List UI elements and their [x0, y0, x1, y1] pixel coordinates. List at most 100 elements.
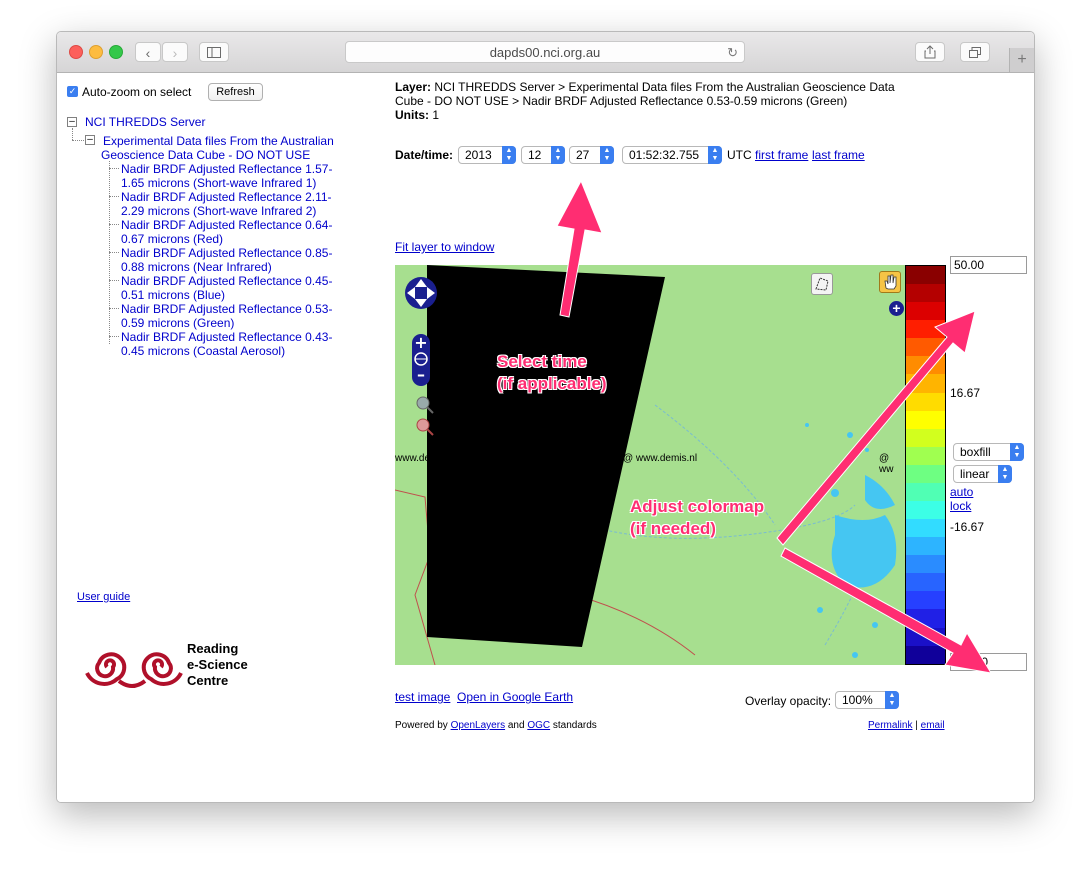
colorbar-swatch	[906, 482, 945, 502]
tree-group-line1[interactable]: Experimental Data files From the Austral…	[103, 134, 334, 148]
logo-line2: e-Science	[187, 657, 248, 672]
colorbar-swatch	[906, 356, 945, 375]
layer-label: Layer:	[395, 80, 432, 94]
ogc-link[interactable]: OGC	[527, 720, 551, 731]
scale-select[interactable]: linear ▲ ▼	[953, 465, 1012, 483]
day-value: 27	[576, 148, 590, 162]
tree-item-line2[interactable]: 0.59 microns (Green)	[121, 316, 235, 330]
time-value: 01:52:32.755	[629, 148, 700, 162]
google-earth-link[interactable]: Open in Google Earth	[457, 690, 574, 704]
autozoom-checkbox[interactable]: ✓	[67, 86, 78, 97]
units-value: 1	[432, 108, 440, 122]
draw-polygon-button[interactable]	[811, 273, 833, 295]
month-select[interactable]: 12 ▲ ▼	[521, 146, 565, 164]
separator: |	[915, 720, 918, 731]
colorbar-swatch	[906, 609, 945, 628]
zoom-history	[416, 396, 434, 436]
tree-item-line1[interactable]: Nadir BRDF Adjusted Reflectance 0.53-	[121, 302, 333, 316]
timezone-label: UTC	[727, 148, 752, 162]
openlayers-link[interactable]: OpenLayers	[450, 720, 506, 731]
pan-arrows-icon	[407, 279, 435, 307]
time-select[interactable]: 01:52:32.755 ▲ ▼	[622, 146, 722, 164]
email-link[interactable]: email	[920, 720, 945, 731]
zoom-window-button[interactable]	[109, 45, 123, 59]
tree-item-line2[interactable]: 0.88 microns (Near Infrared)	[121, 260, 272, 274]
zoom-next-icon[interactable]	[416, 418, 430, 432]
tree-group-line2[interactable]: Geoscience Data Cube - DO NOT USE	[101, 148, 311, 162]
layer-switcher-button[interactable]: +	[889, 301, 904, 316]
permalink-link[interactable]: Permalink	[868, 720, 913, 731]
palette-style-select[interactable]: boxfill ▲ ▼	[953, 443, 1024, 461]
tree-item-line2[interactable]: 1.65 microns (Short-wave Infrared 1)	[121, 176, 317, 190]
reload-icon[interactable]: ↻	[727, 45, 738, 60]
tree-item-line2[interactable]: 2.29 microns (Short-wave Infrared 2)	[121, 204, 317, 218]
annotation-text: (if needed)	[630, 519, 716, 538]
colorbar-max-input[interactable]: 50.00	[950, 256, 1027, 274]
colorbar-tick-high: 16.67	[950, 386, 981, 400]
colorbar-swatch	[906, 284, 945, 303]
annotation-adjust-colormap: Adjust colormap (if needed)	[630, 496, 764, 540]
test-image-link[interactable]: test image	[395, 690, 451, 704]
fit-layer-link[interactable]: Fit layer to window	[395, 240, 495, 254]
colorbar-swatch	[906, 627, 945, 646]
tree-item-line2[interactable]: 0.51 microns (Blue)	[121, 288, 226, 302]
opacity-select[interactable]: 100% ▲ ▼	[835, 691, 899, 709]
tabs-icon	[969, 47, 981, 58]
chevron-right-icon: ›	[172, 45, 178, 61]
tree-item-line1[interactable]: Nadir BRDF Adjusted Reflectance 0.85-	[121, 246, 333, 260]
sidebar-toggle-button[interactable]	[199, 42, 229, 62]
tabs-overview-button[interactable]	[960, 42, 990, 62]
colorbar-swatch	[906, 519, 945, 538]
updown-arrow-icon: ▲ ▼	[600, 146, 614, 164]
forward-button[interactable]: ›	[162, 42, 188, 62]
zoom-in-icon[interactable]: +	[414, 333, 427, 352]
tree-item-line2[interactable]: 0.45 microns (Coastal Aerosol)	[121, 344, 286, 358]
tree-item-line1[interactable]: Nadir BRDF Adjusted Reflectance 0.45-	[121, 274, 333, 288]
year-value: 2013	[465, 148, 492, 162]
colorbar-swatch	[906, 555, 945, 574]
pan-control[interactable]	[403, 275, 439, 325]
colorbar-swatch	[906, 501, 945, 520]
zoom-bar[interactable]: + –	[411, 333, 431, 387]
scale-value: linear	[960, 467, 990, 481]
tree-item-line1[interactable]: Nadir BRDF Adjusted Reflectance 0.64-	[121, 218, 333, 232]
data-footprint	[427, 265, 665, 647]
tree-item-line1[interactable]: Nadir BRDF Adjusted Reflectance 2.11-	[121, 190, 332, 204]
first-frame-link[interactable]: first frame	[755, 148, 809, 162]
refresh-button[interactable]: Refresh	[208, 83, 263, 101]
annotation-select-time: Select time (if applicable)	[497, 351, 607, 395]
colorbar-swatch	[906, 266, 945, 285]
palette-style-value: boxfill	[960, 445, 991, 459]
colorbar-auto-link[interactable]: auto	[950, 485, 974, 499]
map-view[interactable]: www.demis @ www.demis.nl @ ww + –	[395, 265, 905, 665]
autozoom-label: Auto-zoom on select	[82, 85, 192, 99]
new-tab-button[interactable]: +	[1009, 48, 1034, 72]
last-frame-link[interactable]: last frame	[812, 148, 865, 162]
share-button[interactable]	[915, 42, 945, 62]
tree-item-line2[interactable]: 0.67 microns (Red)	[121, 232, 224, 246]
colorbar-min-input[interactable]: -50.00	[950, 653, 1027, 671]
tree-collapse-group[interactable]: –	[85, 135, 95, 145]
url-text: dapds00.nci.org.au	[489, 45, 601, 60]
tree-collapse-root[interactable]: –	[67, 117, 77, 127]
colorbar-lock-link[interactable]: lock	[950, 499, 972, 513]
address-bar[interactable]: dapds00.nci.org.au ↻	[345, 41, 745, 63]
and-text: and	[507, 720, 525, 731]
tree-line	[109, 280, 119, 281]
zoom-previous-icon[interactable]	[416, 396, 430, 410]
back-button[interactable]: ‹	[135, 42, 161, 62]
zoom-out-icon[interactable]: –	[417, 365, 425, 384]
tree-item-line1[interactable]: Nadir BRDF Adjusted Reflectance 1.57-	[121, 162, 333, 176]
tree-item-line1[interactable]: Nadir BRDF Adjusted Reflectance 0.43-	[121, 330, 333, 344]
plus-icon: +	[892, 300, 901, 316]
colorbar-swatch	[906, 338, 945, 357]
pan-mode-button[interactable]	[879, 271, 901, 293]
day-select[interactable]: 27 ▲ ▼	[569, 146, 614, 164]
plus-icon: +	[1017, 51, 1027, 68]
annotation-text: Adjust colormap	[630, 497, 765, 516]
user-guide-link[interactable]: User guide	[77, 591, 131, 603]
minimize-window-button[interactable]	[89, 45, 103, 59]
year-select[interactable]: 2013 ▲ ▼	[458, 146, 516, 164]
tree-root[interactable]: NCI THREDDS Server	[85, 115, 206, 129]
close-window-button[interactable]	[69, 45, 83, 59]
